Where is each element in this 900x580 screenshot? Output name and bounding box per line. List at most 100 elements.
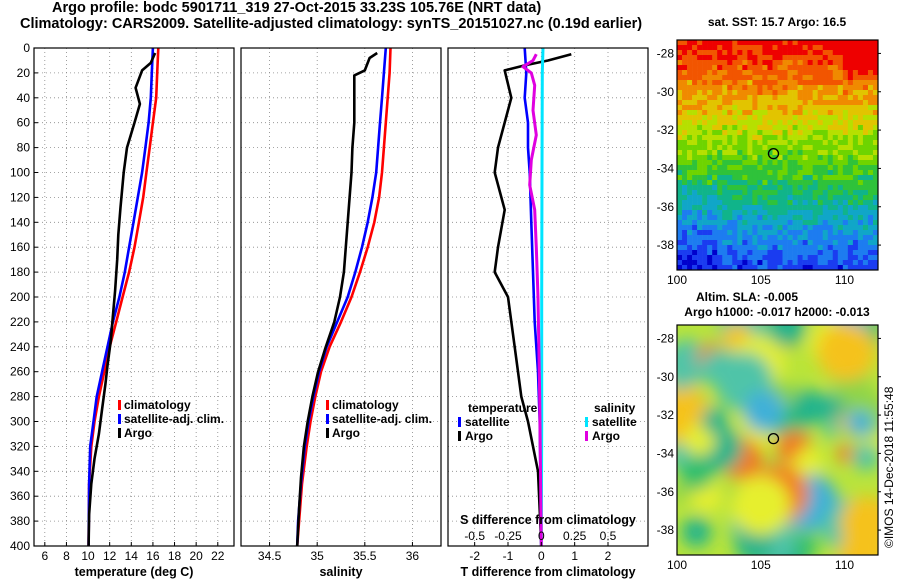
map-cell bbox=[692, 260, 698, 266]
map-cell bbox=[852, 220, 859, 226]
map-cell bbox=[772, 45, 778, 51]
map-cell bbox=[742, 175, 748, 181]
title-line-1: Argo profile: bodc 5901711_319 27-Oct-20… bbox=[52, 0, 542, 16]
map-cell bbox=[867, 115, 874, 121]
map-cell bbox=[802, 165, 808, 171]
map-cell bbox=[802, 215, 808, 221]
map-cell bbox=[812, 110, 818, 116]
map-cell bbox=[707, 40, 713, 46]
map-cell bbox=[842, 160, 849, 166]
map-cell bbox=[852, 150, 859, 156]
map-cell bbox=[817, 105, 824, 111]
map-cell bbox=[687, 115, 693, 121]
map-cell bbox=[812, 90, 818, 96]
map-cell bbox=[787, 245, 793, 251]
map-cell bbox=[842, 110, 849, 116]
map-cell bbox=[787, 260, 793, 266]
map-title-sla: Altim. SLA: -0.005 bbox=[696, 290, 798, 304]
map-cell bbox=[737, 55, 743, 61]
map-cell bbox=[752, 115, 758, 121]
map-cell bbox=[772, 120, 778, 126]
map-cell bbox=[837, 120, 844, 126]
map-cell bbox=[852, 165, 859, 171]
map-cell bbox=[737, 110, 743, 116]
map-cell bbox=[757, 195, 763, 201]
map-cell bbox=[722, 90, 728, 96]
map-cell bbox=[797, 80, 803, 86]
map-cell bbox=[757, 200, 763, 206]
map-cell bbox=[832, 135, 839, 141]
map-cell bbox=[837, 80, 844, 86]
map-cell bbox=[792, 55, 798, 61]
map-cell bbox=[757, 145, 763, 151]
map-cell bbox=[847, 235, 854, 241]
map-cell bbox=[797, 145, 803, 151]
map-cell bbox=[697, 60, 703, 66]
map-cell bbox=[687, 175, 693, 181]
map-cell bbox=[727, 90, 733, 96]
map-cell bbox=[757, 260, 763, 266]
map-cell bbox=[697, 200, 703, 206]
map-cell bbox=[827, 190, 834, 196]
s-tick-label: 0 bbox=[538, 529, 545, 543]
map-cell bbox=[792, 135, 798, 141]
map-cell bbox=[782, 250, 788, 256]
map-cell bbox=[707, 155, 713, 161]
map-cell bbox=[772, 165, 778, 171]
map-cell bbox=[697, 160, 703, 166]
argo-location-marker bbox=[767, 148, 780, 160]
map-cell bbox=[837, 85, 844, 91]
map-cell bbox=[842, 175, 849, 181]
map-cell bbox=[822, 215, 829, 221]
map-cell bbox=[817, 95, 824, 101]
map-cell bbox=[707, 140, 713, 146]
map-cell bbox=[697, 140, 703, 146]
map-cell bbox=[692, 85, 698, 91]
map-cell bbox=[832, 200, 839, 206]
map-cell bbox=[752, 180, 758, 186]
map-cell bbox=[822, 45, 829, 51]
map-cell bbox=[762, 155, 768, 161]
map-cell bbox=[707, 115, 713, 121]
map-cell bbox=[682, 205, 688, 211]
map-cell bbox=[727, 230, 733, 236]
map-cell bbox=[677, 150, 683, 156]
map-cell bbox=[852, 80, 859, 86]
map-cell bbox=[732, 85, 738, 91]
map-cell bbox=[867, 90, 874, 96]
map-cell bbox=[802, 195, 808, 201]
map-cell bbox=[747, 160, 753, 166]
map-cell bbox=[742, 155, 748, 161]
map-cell bbox=[837, 60, 844, 66]
map-cell bbox=[822, 85, 829, 91]
x-tick-label: 22 bbox=[211, 549, 225, 563]
map-cell bbox=[732, 205, 738, 211]
map-cell bbox=[807, 105, 813, 111]
map-cell bbox=[847, 160, 854, 166]
map-cell bbox=[742, 180, 748, 186]
map-cell bbox=[747, 95, 753, 101]
map-cell bbox=[692, 65, 698, 71]
map-cell bbox=[707, 190, 713, 196]
map-cell bbox=[717, 95, 723, 101]
map-cell bbox=[717, 145, 723, 151]
map-cell bbox=[707, 165, 713, 171]
map-cell bbox=[747, 175, 753, 181]
map-cell bbox=[742, 235, 748, 241]
map-cell bbox=[687, 210, 693, 216]
map-cell bbox=[792, 240, 798, 246]
map-cell bbox=[717, 130, 723, 136]
map-cell bbox=[822, 40, 829, 46]
map-cell bbox=[722, 210, 728, 216]
map-cell bbox=[687, 140, 693, 146]
legend-swatch bbox=[326, 414, 329, 424]
map-cell bbox=[812, 195, 818, 201]
map-cell bbox=[707, 250, 713, 256]
map-cell bbox=[707, 85, 713, 91]
map-cell bbox=[812, 205, 818, 211]
map-cell bbox=[812, 45, 818, 51]
map-cell bbox=[732, 160, 738, 166]
map-cell bbox=[847, 215, 854, 221]
map-cell bbox=[787, 155, 793, 161]
map-cell bbox=[847, 190, 854, 196]
